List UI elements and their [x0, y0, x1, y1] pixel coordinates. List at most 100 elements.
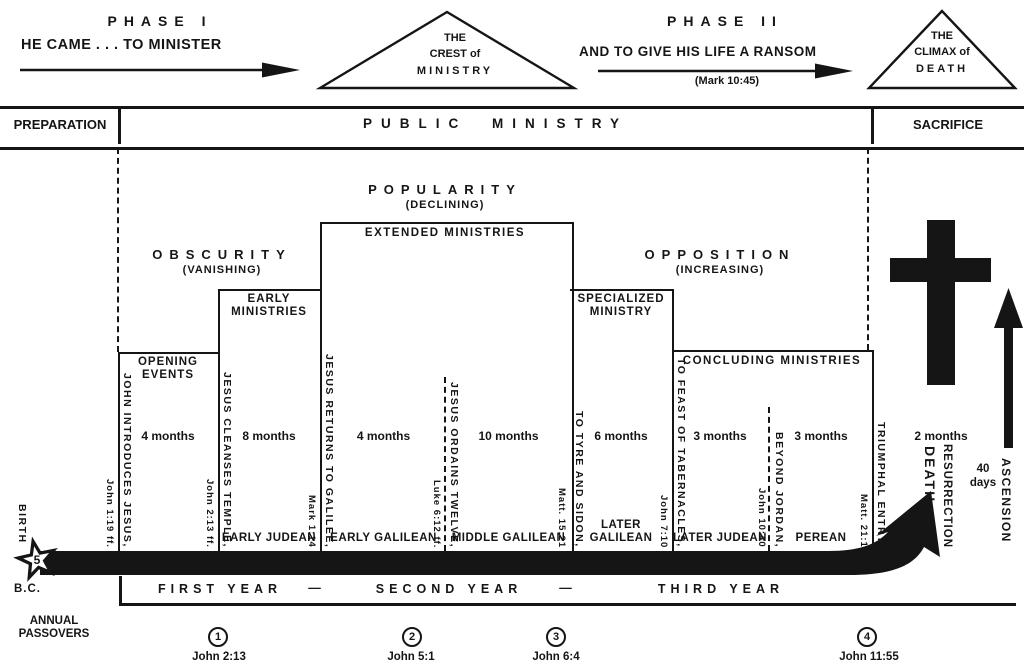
passover-1-badge: 1 [208, 627, 228, 647]
header-band [0, 106, 1024, 150]
period-later-galilean: LATER GALILEAN [589, 518, 653, 544]
phase1-arrow-icon [20, 62, 300, 78]
event-title-tyre-sidon: TO TYRE AND SIDON, [573, 411, 585, 548]
event-title-returns-galilee: JESUS RETURNS TO GALILEE, [323, 353, 335, 548]
duration-6: 3 months [693, 429, 747, 443]
year-band [119, 576, 1016, 606]
event-title-triumphal-entry: TRIUMPHAL ENTRY, [875, 422, 887, 548]
event-ref-ordains-twelve: Luke 6:12 ff. [431, 479, 442, 548]
event-ref-tyre-sidon: Matt. 15:21 [556, 487, 567, 548]
period-early-judean: EARLY JUDEAN [221, 531, 317, 544]
guide-dashed-left [117, 148, 119, 352]
year-first: FIRST YEAR [157, 582, 283, 596]
opposition-title: OPPOSITION [644, 247, 796, 262]
passover-2-number: 2 [408, 631, 416, 643]
section-box-extended-ministries [320, 222, 574, 553]
duration-1: 4 months [141, 429, 195, 443]
section-box-opening-events [118, 352, 220, 553]
obscurity-title: OBSCURITY [152, 247, 292, 262]
section-box-specialized-ministry [570, 289, 674, 553]
band-public-ministry: PUBLIC MINISTRY [363, 116, 628, 131]
duration-5: 6 months [594, 429, 648, 443]
event-title-cleanses-temple: JESUS CLEANSES TEMPLE, [221, 372, 233, 548]
guide-dashed-right [867, 148, 869, 350]
phase2-reference: (Mark 10:45) [694, 75, 760, 87]
band-divider-left [118, 106, 121, 144]
section-label-specialized-ministry: SPECIALIZED MINISTRY [577, 293, 665, 319]
period-later-judean: LATER JUDEAN [673, 531, 767, 544]
event-title-feast-tabernacles: TO FEAST OF TABERNACLES, [675, 358, 687, 548]
phase2-subtitle: AND TO GIVE HIS LIFE A RANSOM [579, 44, 817, 59]
phase2-arrow-icon [598, 63, 853, 79]
event-ref-cleanses-temple: John 2:13 ff. [204, 479, 215, 548]
forty-days-number: 40 [976, 463, 990, 475]
crest-line1: THE [444, 32, 466, 44]
year-third: THIRD YEAR [657, 582, 785, 596]
resurrection-label: RESURRECTION [941, 444, 953, 549]
passover-3-number: 3 [552, 631, 560, 643]
phase1-title: PHASE I [107, 13, 213, 29]
event-ref-returns-galilee: Mark 1:14 [306, 495, 317, 548]
obscurity-trend: (VANISHING) [182, 264, 262, 276]
passovers-label: ANNUAL PASSOVERS [8, 615, 100, 641]
popularity-trend: (DECLINING) [405, 199, 485, 211]
popularity-title: POPULARITY [368, 182, 522, 197]
event-ref-triumphal-entry: Matt. 21:1 [858, 494, 869, 548]
period-early-galilean: EARLY GALILEAN [330, 531, 437, 544]
period-perean: PEREAN [795, 531, 847, 544]
passover-3-badge: 3 [546, 627, 566, 647]
period-middle-galilean: MIDDLE GALILEAN [451, 531, 566, 544]
timeline-arrow [40, 491, 940, 575]
year-dash-2: — [559, 581, 577, 595]
ascension-label: ASCENSION [999, 458, 1013, 543]
duration-8: 2 months [914, 429, 968, 443]
band-preparation: PREPARATION [13, 117, 107, 132]
phase2-title: PHASE II [667, 13, 783, 29]
bc-label: B.C. [14, 583, 41, 595]
climax-line1: THE [931, 30, 953, 42]
passover-4-badge: 4 [857, 627, 877, 647]
passover-2-reference: John 5:1 [387, 651, 435, 663]
year-dash-1: — [308, 581, 326, 595]
section-box-concluding-ministries [672, 350, 874, 553]
event-ref-feast-tabernacles: John 7:10 [658, 494, 669, 548]
event-ref-john-introduces: John 1:19 ff. [104, 479, 115, 548]
forty-days-unit: days [969, 477, 997, 490]
passover-4-number: 4 [863, 631, 871, 643]
ascension-arrow-icon [994, 288, 1023, 448]
death-label: DEATH [922, 446, 938, 504]
passover-3-reference: John 6:4 [532, 651, 580, 663]
section-label-extended-ministries: EXTENDED MINISTRIES [364, 227, 526, 239]
event-title-beyond-jordan: BEYOND JORDAN, [773, 431, 785, 548]
birth-label: BIRTH [16, 504, 28, 544]
duration-7: 3 months [794, 429, 848, 443]
section-box-early-ministries [218, 289, 322, 553]
year-second: SECOND YEAR [375, 582, 523, 596]
section-label-opening-events: OPENING EVENTS [137, 356, 199, 382]
opposition-trend: (INCREASING) [675, 264, 765, 276]
phase1-subtitle: HE CAME . . . TO MINISTER [21, 37, 222, 53]
duration-3: 4 months [356, 429, 411, 443]
passover-1-reference: John 2:13 [192, 651, 246, 663]
passover-4-reference: John 11:55 [839, 651, 899, 663]
forty-days-label: 40 days [958, 462, 1008, 491]
passover-2-badge: 2 [402, 627, 422, 647]
section-label-early-ministries: EARLY MINISTRIES [231, 293, 307, 319]
event-title-ordains-twelve: JESUS ORDAINS TWELVE, [448, 381, 460, 548]
passovers-label-line2: PASSOVERS [18, 628, 90, 641]
duration-4: 10 months [478, 429, 539, 443]
divider-dashed-beyond-jordan [768, 407, 770, 551]
event-ref-beyond-jordan: John 10:40 [756, 488, 767, 548]
birth-star-icon [13, 536, 58, 582]
passovers-label-line1: ANNUAL [29, 615, 79, 627]
band-sacrifice: SACRIFICE [912, 117, 984, 132]
event-title-john-introduces: JOHN INTRODUCES JESUS, [121, 373, 133, 548]
passover-1-number: 1 [214, 631, 222, 643]
climax-line3: DEATH [915, 63, 969, 75]
birth-star-number: 5 [33, 553, 41, 567]
section-label-concluding-ministries: CONCLUDING MINISTRIES [682, 355, 862, 367]
duration-2: 8 months [242, 429, 296, 443]
climax-triangle-icon [866, 9, 1018, 90]
